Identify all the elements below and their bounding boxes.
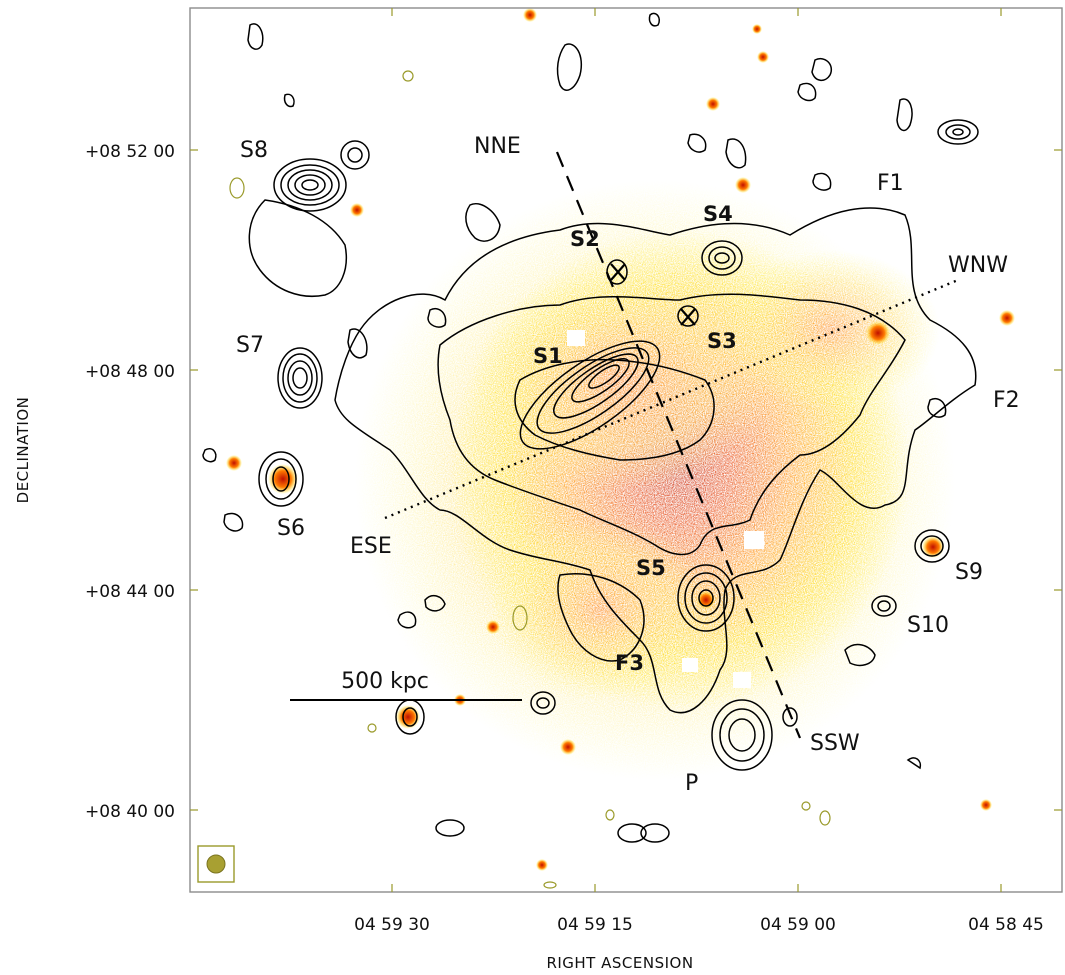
y-tick-label: +08 52 00 [85, 142, 175, 162]
source-label-p: P [685, 771, 698, 796]
source-label-f2: F2 [993, 388, 1020, 413]
map-panel [190, 8, 1062, 892]
y-tick-label: +08 40 00 [85, 802, 175, 822]
masked-regions [567, 330, 764, 688]
x-axis-title: RIGHT ASCENSION [546, 954, 693, 972]
direction-label-nne: NNE [474, 134, 521, 159]
radio-contours-compact [258, 119, 979, 843]
source-label-f1: F1 [877, 171, 904, 196]
direction-label-wnw: WNW [948, 253, 1008, 278]
axis-ticks [190, 8, 1062, 892]
source-label-s4: S4 [703, 202, 733, 226]
x-markers [610, 263, 696, 326]
y-tick-label: +08 44 00 [85, 582, 175, 602]
x-tick-label: 04 59 30 [354, 915, 430, 935]
olive-contours [229, 70, 831, 889]
source-label-s3: S3 [707, 329, 737, 353]
x-tick-label: 04 59 15 [557, 915, 633, 935]
source-label-s6: S6 [277, 516, 305, 541]
x-tick-label: 04 58 45 [968, 915, 1044, 935]
x-tick-label: 04 59 00 [760, 915, 836, 935]
beam-symbol [197, 845, 235, 883]
xray-emission [355, 180, 955, 780]
nne-ssw-slice [555, 151, 802, 739]
slice-lines [384, 151, 959, 739]
direction-label-ssw: SSW [810, 731, 860, 756]
source-label-s9: S9 [955, 560, 983, 585]
y-axis-title: DECLINATION [14, 397, 32, 504]
source-label-s5: S5 [636, 556, 666, 580]
source-label-s1: S1 [533, 344, 563, 368]
source-label-f3: F3 [615, 651, 644, 675]
y-tick-label: +08 48 00 [85, 362, 175, 382]
source-label-s8: S8 [240, 138, 268, 163]
source-label-s7: S7 [236, 333, 264, 358]
source-label-s2: S2 [570, 227, 600, 251]
direction-label-ese: ESE [350, 534, 392, 559]
scale-bar-label: 500 kpc [341, 669, 429, 694]
source-label-s10: S10 [907, 613, 949, 638]
plot-frame [189, 7, 1063, 893]
